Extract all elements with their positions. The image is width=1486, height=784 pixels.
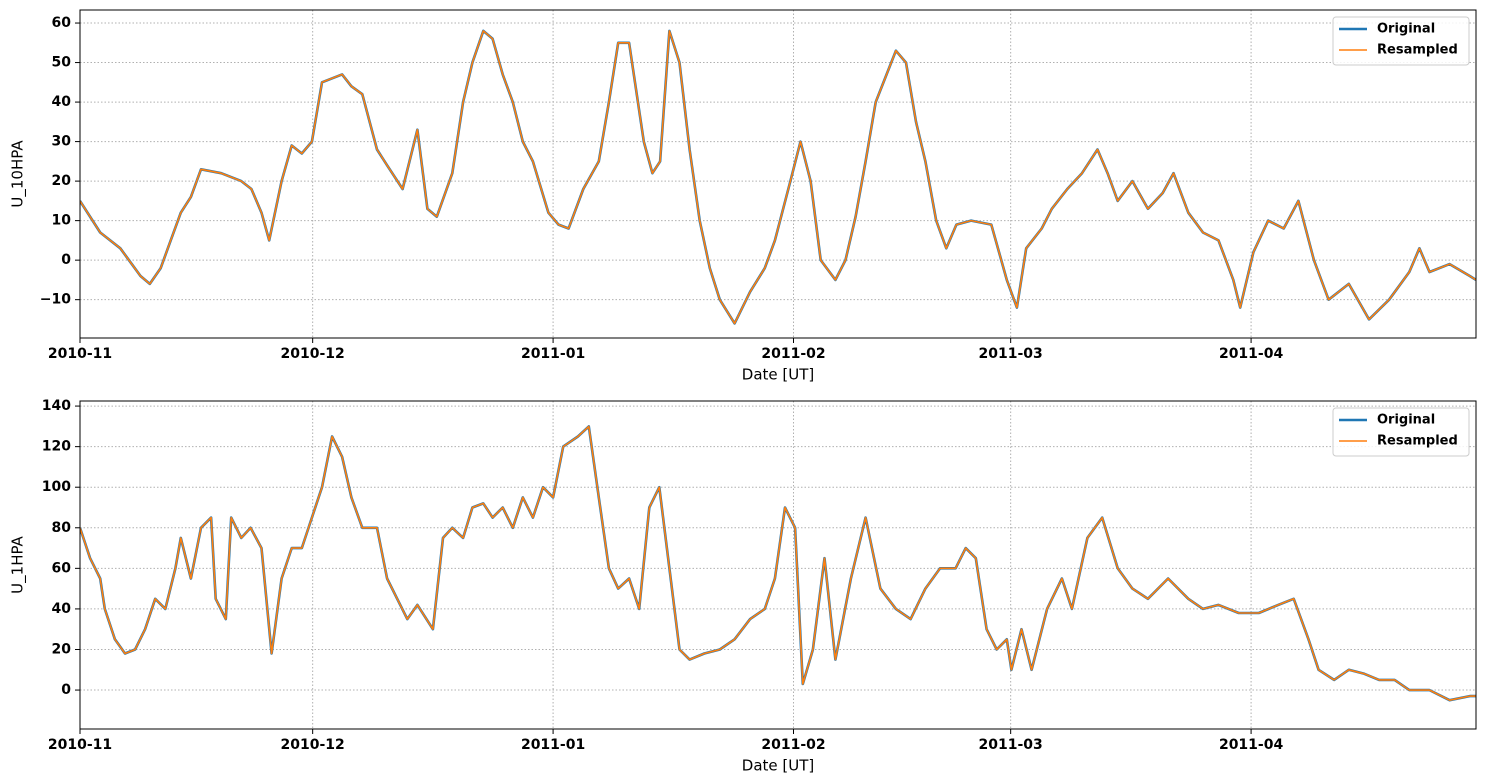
y-tick-label: 60 — [52, 560, 72, 576]
x-tick-label: 2010-11 — [48, 737, 112, 753]
x-tick-label: 2011-04 — [1219, 737, 1284, 753]
legend-label: Resampled — [1377, 43, 1458, 58]
y-axis-label: U_10HPA — [9, 140, 28, 208]
x-tick-label: 2011-04 — [1219, 346, 1284, 362]
x-axis-label: Date [UT] — [742, 366, 814, 384]
y-tick-label: 40 — [52, 94, 72, 110]
x-tick-label: 2010-12 — [281, 346, 345, 362]
y-tick-label: 100 — [42, 479, 71, 495]
legend-label: Original — [1377, 413, 1435, 428]
y-axis-label: U_1HPA — [9, 535, 28, 593]
y-tick-label: −10 — [40, 292, 71, 308]
x-tick-label: 2011-02 — [761, 346, 825, 362]
y-tick-label: 40 — [52, 601, 72, 617]
y-tick-label: 30 — [52, 134, 72, 150]
x-tick-label: 2011-01 — [521, 737, 585, 753]
x-tick-label: 2010-11 — [48, 346, 112, 362]
series-line — [80, 30, 1476, 325]
series-line — [80, 29, 1476, 325]
x-tick-label: 2010-12 — [281, 737, 345, 753]
y-tick-label: 10 — [52, 213, 72, 229]
x-tick-label: 2011-01 — [521, 346, 585, 362]
series-line — [80, 425, 1476, 702]
y-tick-label: 20 — [52, 173, 72, 189]
legend-label: Original — [1377, 22, 1435, 37]
y-tick-label: 50 — [52, 55, 72, 71]
y-tick-label: 60 — [52, 15, 72, 31]
axes-frame — [79, 400, 1477, 730]
legend-label: Resampled — [1377, 434, 1458, 449]
y-tick-label: 140 — [42, 398, 71, 414]
x-tick-label: 2011-03 — [979, 346, 1043, 362]
y-tick-label: 0 — [61, 252, 71, 268]
x-tick-label: 2011-02 — [761, 737, 825, 753]
y-tick-label: 120 — [42, 439, 71, 455]
y-tick-label: 20 — [52, 641, 72, 657]
x-tick-label: 2011-03 — [979, 737, 1043, 753]
series-line — [80, 425, 1476, 701]
y-tick-label: 0 — [61, 682, 71, 698]
axes-frame — [79, 9, 1477, 339]
panel: 2010-11 2010-12 2011-01 2011-02 2011-03 2011-… — [9, 398, 1477, 775]
y-tick-label: 80 — [52, 520, 72, 536]
panel: 2010-11 2010-12 2011-01 2011-02 2011-03 2011-… — [9, 9, 1477, 384]
x-axis-label: Date [UT] — [742, 757, 814, 775]
